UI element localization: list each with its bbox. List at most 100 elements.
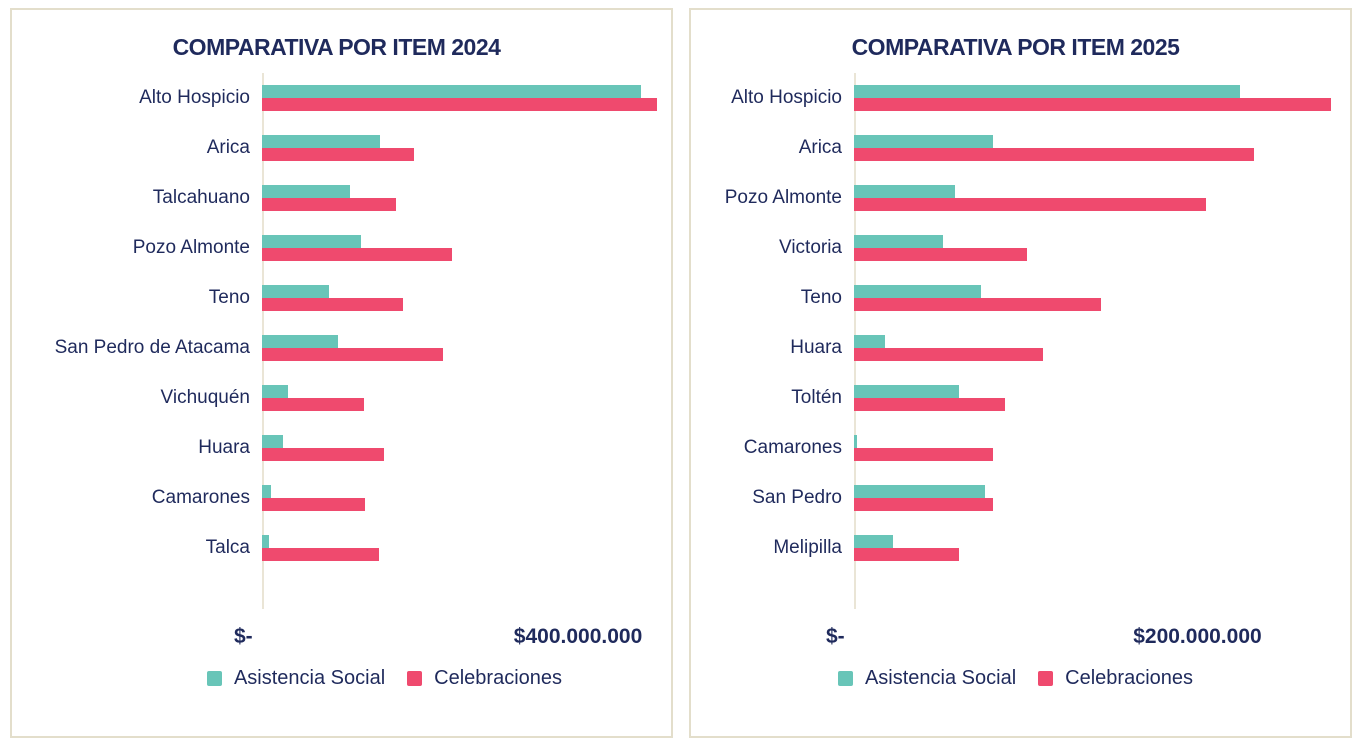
category-row: Alto Hospicio	[12, 73, 661, 123]
bar-asistencia-social	[262, 485, 271, 498]
chart-panel-2025: COMPARATIVA POR ITEM 2025 Alto Hospicio A…	[689, 8, 1352, 738]
category-row: Arica	[12, 123, 661, 173]
category-label: Talcahuano	[152, 187, 250, 208]
legend-label-asistencia-social: Asistencia Social	[864, 667, 1017, 689]
category-label: Melipilla	[773, 537, 842, 558]
category-row: Huara	[12, 423, 661, 473]
bar-group	[854, 385, 1340, 411]
category-row: Pozo Almonte	[12, 223, 661, 273]
bar-group	[262, 285, 661, 311]
category-row: Huara	[691, 323, 1340, 373]
category-row: San Pedro de Atacama	[12, 323, 661, 373]
bar-asistencia-social	[854, 335, 885, 348]
bar-celebraciones	[854, 548, 959, 561]
bar-group	[854, 285, 1340, 311]
chart-title: COMPARATIVA POR ITEM 2025	[851, 34, 1180, 60]
x-axis: $- $200.000.000	[826, 625, 1340, 653]
x-axis-tick-max: $200.000.000	[1133, 625, 1262, 648]
plot-area: Alto Hospicio Arica Talcahuano Pozo Almonte…	[12, 73, 661, 609]
bar-group	[854, 85, 1340, 111]
bar-asistencia-social	[262, 435, 284, 448]
category-label: Teno	[800, 287, 842, 308]
category-row: Talcahuano	[12, 173, 661, 223]
category-label: Arica	[798, 137, 842, 158]
bar-asistencia-social	[262, 535, 270, 548]
bar-asistencia-social	[262, 285, 330, 298]
bar-group	[854, 335, 1340, 361]
bar-asistencia-social	[262, 135, 380, 148]
x-axis-tick-zero: $-	[233, 625, 253, 648]
category-row: Camarones	[691, 423, 1340, 473]
category-label: Victoria	[778, 237, 842, 258]
bar-asistencia-social	[262, 235, 361, 248]
category-label: Arica	[206, 137, 250, 158]
bar-asistencia-social	[262, 185, 351, 198]
legend-item-asistencia-social: Asistencia Social	[206, 667, 386, 690]
bar-celebraciones	[854, 398, 1006, 411]
bar-asistencia-social	[854, 85, 1241, 98]
bar-celebraciones	[262, 398, 364, 411]
legend-item-celebraciones: Celebraciones	[1038, 667, 1193, 690]
category-label: Talca	[205, 537, 250, 558]
category-row: Camarones	[12, 473, 661, 523]
category-label: Toltén	[791, 387, 842, 408]
bar-group	[262, 385, 661, 411]
plot-area: Alto Hospicio Arica Pozo Almonte Victoria Te…	[691, 73, 1340, 609]
legend-swatch-asistencia-social	[206, 671, 222, 686]
x-axis: $- $400.000.000	[234, 625, 661, 653]
legend-item-asistencia-social: Asistencia Social	[837, 667, 1017, 690]
bar-celebraciones	[854, 298, 1102, 311]
category-label: San Pedro	[752, 487, 842, 508]
chart-title: COMPARATIVA POR ITEM 2024	[172, 34, 501, 60]
bar-celebraciones	[854, 498, 994, 511]
legend: Asistencia Social Celebraciones	[60, 667, 709, 690]
legend-item-celebraciones: Celebraciones	[407, 667, 562, 690]
bar-group	[262, 235, 661, 261]
bar-asistencia-social	[854, 135, 994, 148]
category-label: Huara	[790, 337, 842, 358]
category-row: Talca	[12, 523, 661, 573]
bar-celebraciones	[262, 348, 443, 361]
category-row: Alto Hospicio	[691, 73, 1340, 123]
category-label: Alto Hospicio	[139, 87, 250, 108]
category-label: Alto Hospicio	[731, 87, 842, 108]
category-label: Camarones	[151, 487, 250, 508]
category-label: Teno	[208, 287, 250, 308]
bar-celebraciones	[854, 148, 1255, 161]
bar-asistencia-social	[854, 285, 982, 298]
category-row: Toltén	[691, 373, 1340, 423]
bar-asistencia-social	[854, 385, 959, 398]
bar-group	[262, 135, 661, 161]
category-row: Teno	[12, 273, 661, 323]
bar-celebraciones	[262, 198, 396, 211]
x-axis-tick-zero: $-	[825, 625, 845, 648]
category-row: Teno	[691, 273, 1340, 323]
chart-panel-2024: COMPARATIVA POR ITEM 2024 Alto Hospicio A…	[10, 8, 673, 738]
bar-group	[854, 435, 1340, 461]
legend-label-asistencia-social: Asistencia Social	[233, 667, 386, 689]
bar-group	[262, 335, 661, 361]
category-row: San Pedro	[691, 473, 1340, 523]
bar-group	[262, 535, 661, 561]
legend-label-celebraciones: Celebraciones	[1065, 667, 1194, 689]
bar-celebraciones	[854, 448, 994, 461]
bar-group	[854, 535, 1340, 561]
category-label: Pozo Almonte	[132, 237, 250, 258]
category-label: Huara	[198, 437, 250, 458]
category-label: Vichuquén	[160, 387, 250, 408]
bar-group	[262, 185, 661, 211]
bar-group	[854, 135, 1340, 161]
legend-swatch-asistencia-social	[837, 671, 853, 686]
bar-celebraciones	[262, 448, 384, 461]
bar-asistencia-social	[854, 535, 894, 548]
legend-swatch-celebraciones	[407, 671, 423, 686]
category-row: Pozo Almonte	[691, 173, 1340, 223]
bar-asistencia-social	[854, 435, 857, 448]
category-row: Melipilla	[691, 523, 1340, 573]
bar-celebraciones	[262, 148, 414, 161]
category-row: Victoria	[691, 223, 1340, 273]
bar-group	[854, 235, 1340, 261]
bar-asistencia-social	[854, 235, 944, 248]
bar-asistencia-social	[262, 85, 642, 98]
category-row: Arica	[691, 123, 1340, 173]
